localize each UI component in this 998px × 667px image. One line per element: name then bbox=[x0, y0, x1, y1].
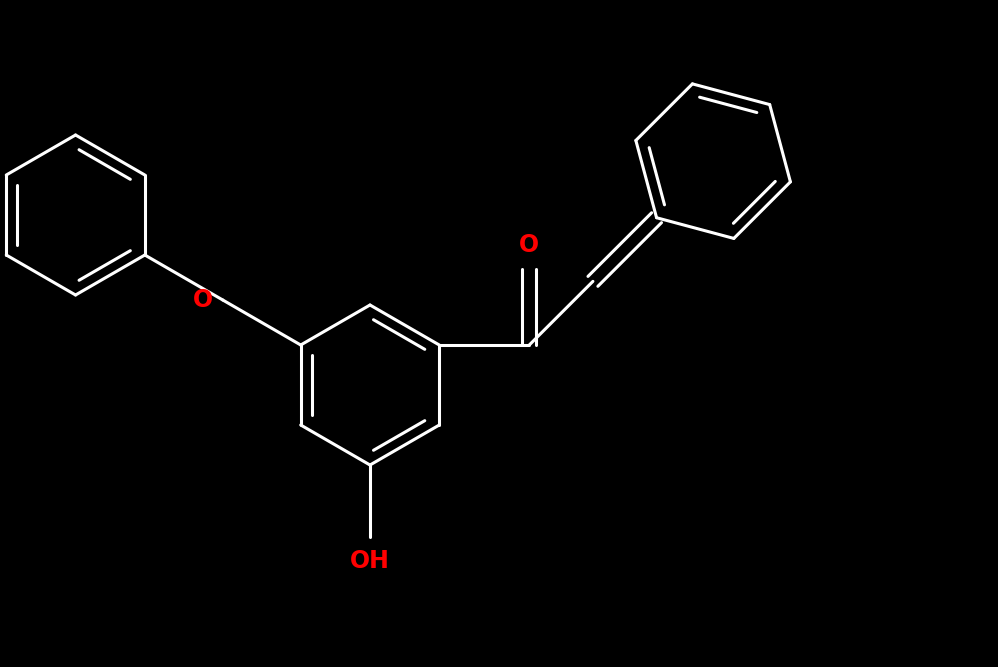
Text: OH: OH bbox=[350, 549, 390, 573]
Text: O: O bbox=[193, 288, 213, 312]
Text: O: O bbox=[519, 233, 539, 257]
